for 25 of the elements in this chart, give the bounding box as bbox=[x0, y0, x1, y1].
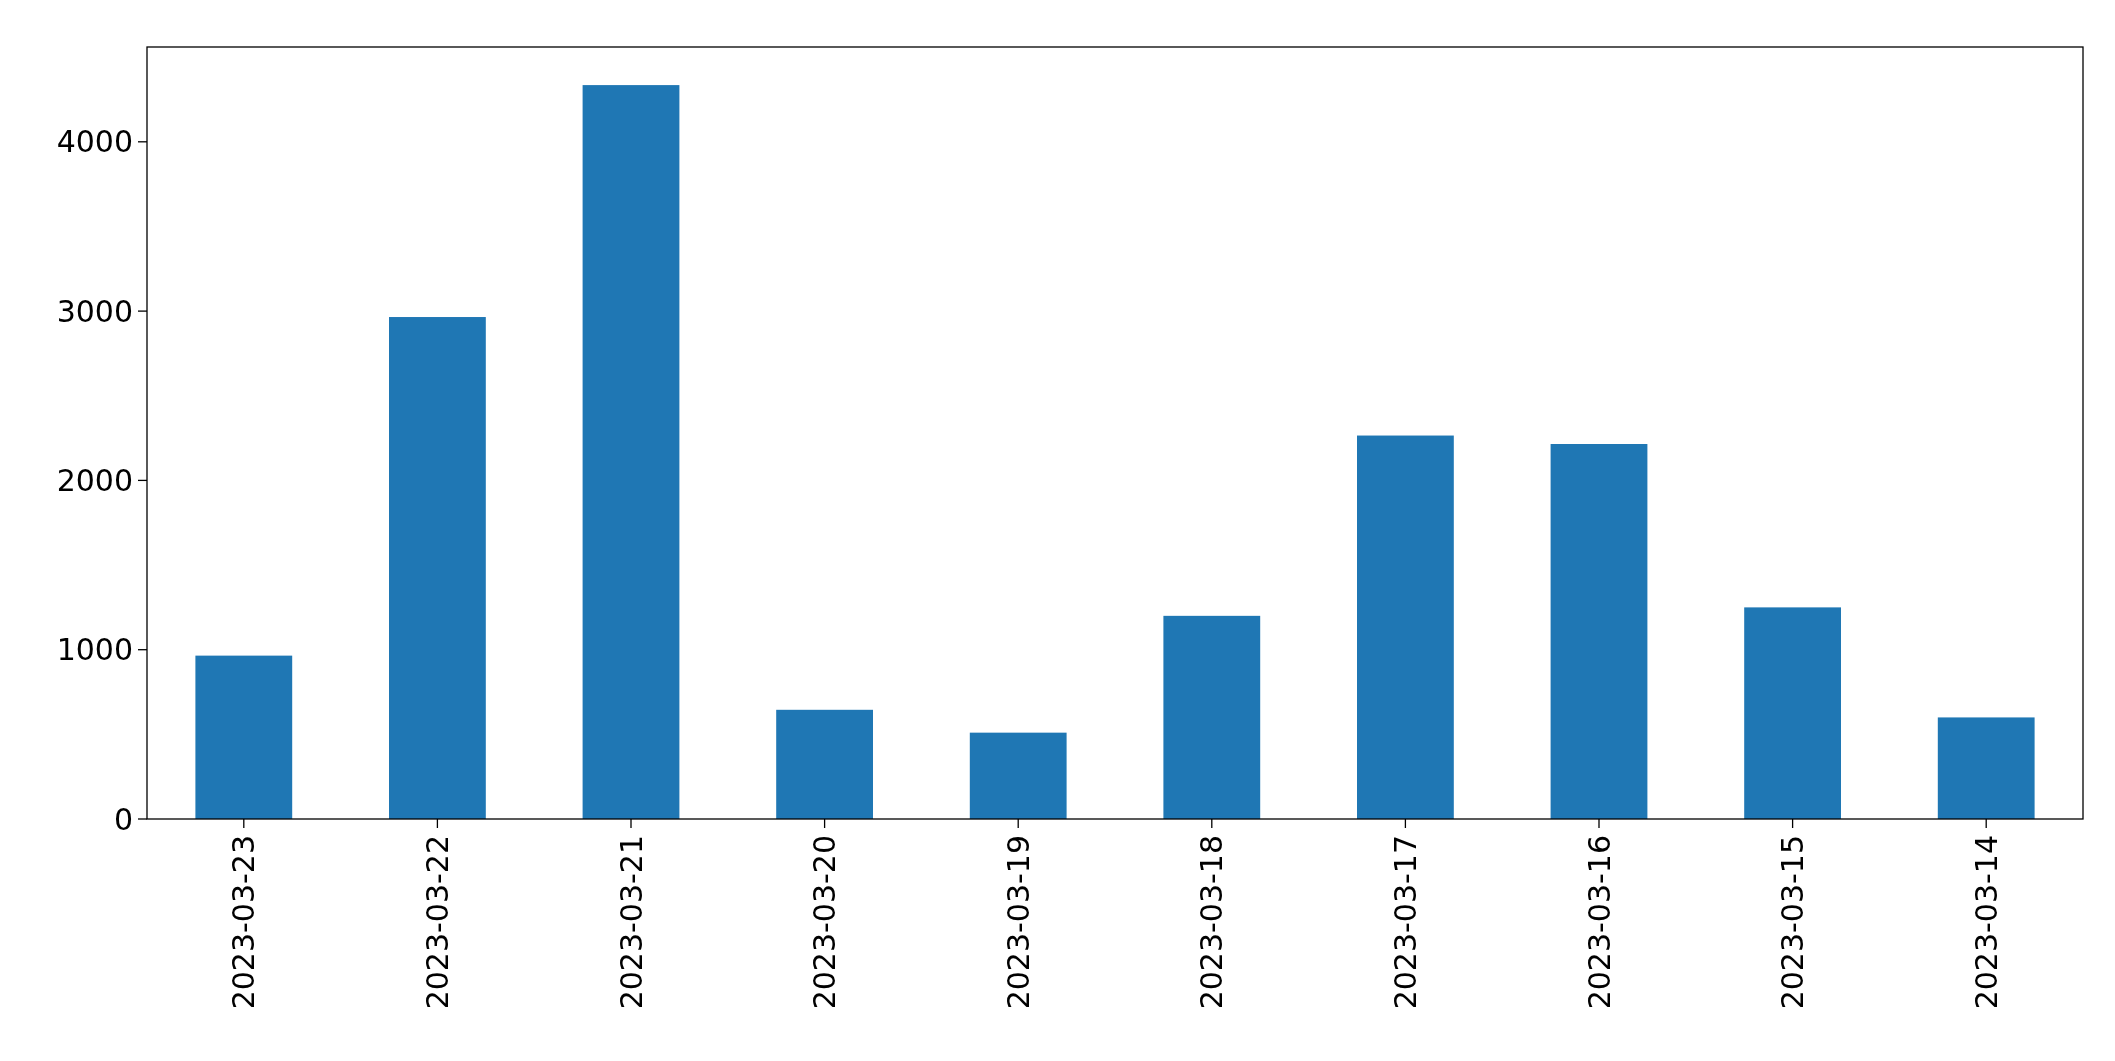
x-tick-label: 2023-03-17 bbox=[1387, 835, 1423, 1010]
bar bbox=[969, 732, 1067, 819]
bar bbox=[1163, 615, 1261, 819]
x-tick-label: 2023-03-21 bbox=[613, 835, 649, 1010]
x-tick-label: 2023-03-18 bbox=[1194, 835, 1230, 1010]
x-tick-label: 2023-03-16 bbox=[1581, 835, 1617, 1010]
x-tick-label: 2023-03-20 bbox=[807, 835, 843, 1010]
bar bbox=[1550, 444, 1648, 819]
bar bbox=[1744, 607, 1841, 819]
y-tick-label: 4000 bbox=[56, 124, 133, 160]
bar bbox=[1937, 717, 2035, 819]
bar bbox=[195, 655, 293, 819]
y-tick-label: 0 bbox=[113, 801, 133, 837]
y-tick-label: 1000 bbox=[56, 632, 133, 668]
bar bbox=[1357, 435, 1454, 819]
bar bbox=[389, 317, 486, 819]
x-tick-label: 2023-03-23 bbox=[226, 835, 262, 1010]
x-tick-label: 2023-03-22 bbox=[419, 835, 455, 1010]
y-tick-label: 2000 bbox=[56, 462, 133, 498]
x-tick-label: 2023-03-15 bbox=[1775, 835, 1811, 1010]
x-tick-label: 2023-03-19 bbox=[1000, 835, 1036, 1010]
bar bbox=[776, 709, 873, 819]
y-tick-label: 3000 bbox=[56, 293, 133, 329]
x-tick-label: 2023-03-14 bbox=[1968, 835, 2004, 1010]
bar bbox=[582, 85, 680, 819]
